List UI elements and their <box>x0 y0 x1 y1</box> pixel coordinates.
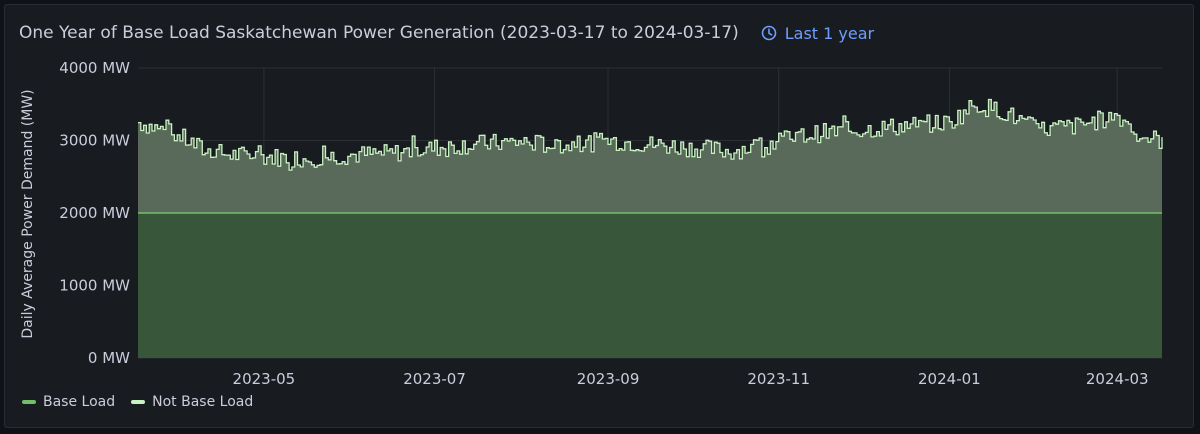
legend-swatch <box>22 400 36 404</box>
series-area-not-base-load <box>138 99 1162 213</box>
legend-label: Base Load <box>43 394 116 410</box>
legend-label: Not Base Load <box>152 394 254 410</box>
panel-title: One Year of Base Load Saskatchewan Power… <box>19 23 739 43</box>
x-tick-label: 2024-03 <box>1086 370 1149 388</box>
y-tick-label: 1000 MW <box>59 277 130 295</box>
x-tick-label: 2024-01 <box>918 370 981 388</box>
series-areas <box>138 98 1163 358</box>
x-tick-label: 2023-09 <box>577 370 640 388</box>
y-axis-label: Daily Average Power Demand (MW) <box>20 89 36 338</box>
series-line-not-base-load <box>138 98 1163 171</box>
legend-item-not-base-load[interactable]: Not Base Load <box>131 394 253 410</box>
y-tick-label: 0 MW <box>88 349 130 367</box>
series-area-base-load <box>138 213 1162 358</box>
y-tick-label: 4000 MW <box>59 59 130 77</box>
legend-swatch <box>131 400 146 404</box>
time-range-label: Last 1 year <box>784 23 875 43</box>
x-axis: 2023-05 2023-07 2023-09 2023-11 2024-01 2024-… <box>233 370 1149 388</box>
y-axis: 0 MW 1000 MW 2000 MW 3000 MW 4000 MW <box>59 59 130 367</box>
y-tick-label: 2000 MW <box>59 204 130 222</box>
time-range-info[interactable]: Last 1 year <box>761 24 874 43</box>
x-tick-label: 2023-11 <box>747 370 810 388</box>
legend: Base Load Not Base Load <box>22 394 253 410</box>
panel-header: One Year of Base Load Saskatchewan Power… <box>19 19 874 47</box>
legend-item-base-load[interactable]: Base Load <box>22 394 115 410</box>
clock-icon <box>761 25 777 41</box>
y-tick-label: 3000 MW <box>59 132 130 150</box>
x-tick-label: 2023-05 <box>233 370 296 388</box>
x-tick-label: 2023-07 <box>403 370 466 388</box>
